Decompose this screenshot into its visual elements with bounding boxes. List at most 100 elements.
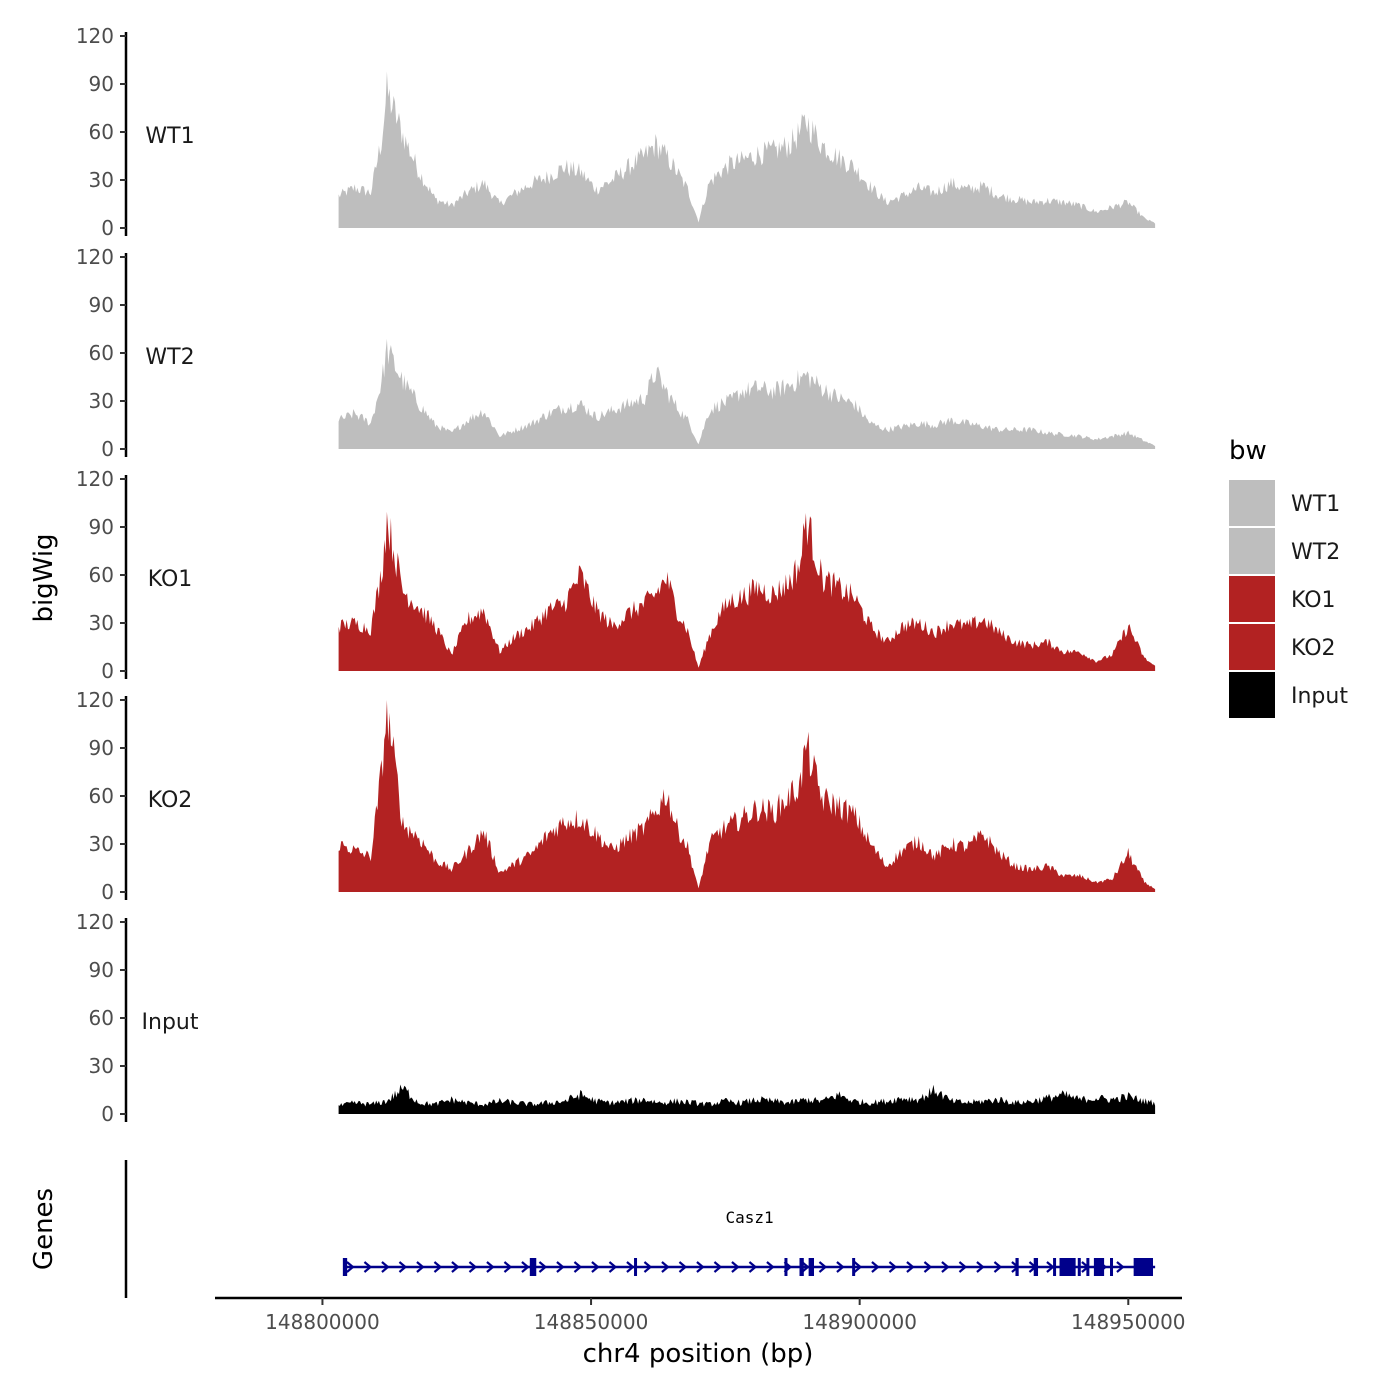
gene-label: Casz1 [725,1208,773,1227]
track-wt1: 0 30 60 90 120 WT1 [76,24,1156,240]
y-tick-label: 120 [76,910,114,934]
coverage-area-ko1 [338,511,1156,671]
legend-title: bw [1229,436,1267,466]
strand-arrow-icon [818,1261,828,1273]
track-wt2: 0 30 60 90 120 WT2 [76,245,1156,461]
y-tick-label: 30 [89,1054,114,1078]
y-tick-label: 60 [89,341,114,365]
strand-arrow-icon [748,1261,758,1273]
strand-arrow-icon [853,1261,863,1273]
track-ko1: 0 30 60 90 120 KO1 [76,467,1156,683]
legend-label-wt1: WT1 [1291,492,1340,517]
strand-arrow-icon [591,1261,600,1273]
strand-arrow-icon [976,1261,985,1273]
strand-arrow-icon [871,1261,880,1273]
y-tick-label: 60 [89,1006,114,1030]
strand-arrow-icon [398,1261,408,1273]
coverage-area-ko2 [338,700,1156,892]
exon-block [1086,1258,1090,1276]
x-axis-title: chr4 position (bp) [583,1339,814,1369]
exon-block [342,1258,348,1276]
exon-block [808,1258,815,1276]
strand-arrow-icon [661,1261,670,1273]
strand-arrow-icon [608,1261,618,1273]
legend-swatch-input [1229,672,1275,718]
x-axis: 148800000 148850000 148900000 148950000 [215,1296,1186,1334]
strand-arrow-icon [1046,1261,1055,1273]
y-tick-label: 90 [89,515,114,539]
track-label: WT2 [145,345,194,370]
exon-block [852,1258,856,1276]
x-tick-label: 148800000 [265,1310,380,1334]
y-tick-label: 60 [89,563,114,587]
track-input: 0 30 60 90 120 Input [76,910,1156,1126]
strand-arrow-icon [451,1261,460,1273]
strand-arrow-icon [958,1261,968,1273]
track-label: KO1 [148,567,193,592]
strand-arrow-icon [573,1261,583,1273]
y-tick-label: 0 [101,659,114,683]
strand-arrow-icon [503,1261,513,1273]
y-tick-label: 0 [101,1102,114,1126]
strand-arrow-icon [521,1261,530,1273]
x-tick-label: 148950000 [1071,1310,1186,1334]
exon-block [1033,1258,1039,1276]
exon-block [529,1258,537,1276]
y-tick-label: 90 [89,72,114,96]
track-label: KO2 [148,788,193,813]
y-tick-label: 0 [101,880,114,904]
y-tick-label: 0 [101,216,114,240]
y-tick-label: 30 [89,611,114,635]
y-tick-label: 30 [89,168,114,192]
strand-arrow-icon [888,1261,898,1273]
y-tick-label: 120 [76,24,114,48]
strand-arrow-icon [346,1261,355,1273]
coverage-area-wt2 [338,338,1156,449]
y-tick-label: 30 [89,832,114,856]
coverage-area-input [338,1084,1156,1114]
exon-block [1077,1258,1081,1276]
strand-arrow-icon [678,1261,688,1273]
legend-swatch-wt1 [1229,480,1275,526]
legend-label-ko2: KO2 [1291,636,1336,661]
y-tick-label: 30 [89,389,114,413]
strand-arrow-icon [643,1261,653,1273]
x-tick-label: 148850000 [534,1310,649,1334]
strand-arrow-icon [923,1261,933,1273]
strand-arrow-icon [556,1261,565,1273]
strand-arrow-icon [381,1261,390,1273]
coverage-area-wt1 [338,71,1156,229]
y-tick-label: 120 [76,467,114,491]
strand-arrow-icon [731,1261,740,1273]
legend: bw WT1 WT2 KO1 KO2 Input [1229,436,1348,718]
x-tick-label: 148900000 [802,1310,917,1334]
exon-block [1059,1258,1076,1276]
legend-swatch-ko2 [1229,624,1275,670]
legend-swatch-ko1 [1229,576,1275,622]
genes-panel: Casz1 [124,1160,1156,1298]
exon-block [1110,1258,1114,1276]
strand-arrow-icon [468,1261,478,1273]
exon-block [634,1258,638,1276]
track-ko2: 0 30 60 90 120 KO2 [76,688,1156,904]
y-tick-label: 90 [89,736,114,760]
exon-block [799,1258,804,1276]
y-tick-label: 0 [101,437,114,461]
strand-arrow-icon [538,1261,548,1273]
signal-tracks: 0306090120WT10306090120WT20306090120KO10… [76,24,1156,1126]
strand-arrow-icon [941,1261,950,1273]
y-tick-label: 120 [76,688,114,712]
genes-axis-title: Genes [29,1188,59,1270]
strand-arrow-icon [433,1261,443,1273]
y-tick-label: 60 [89,784,114,808]
legend-label-ko1: KO1 [1291,588,1336,613]
strand-arrow-icon [801,1261,810,1273]
gene-casz1: Casz1 [342,1208,1156,1276]
strand-arrow-icon [486,1261,495,1273]
strand-arrow-icon [626,1261,635,1273]
y-axis-title: bigWig [29,533,59,622]
strand-arrow-icon [1116,1261,1125,1273]
legend-label-wt2: WT2 [1291,540,1340,565]
y-tick-label: 60 [89,120,114,144]
